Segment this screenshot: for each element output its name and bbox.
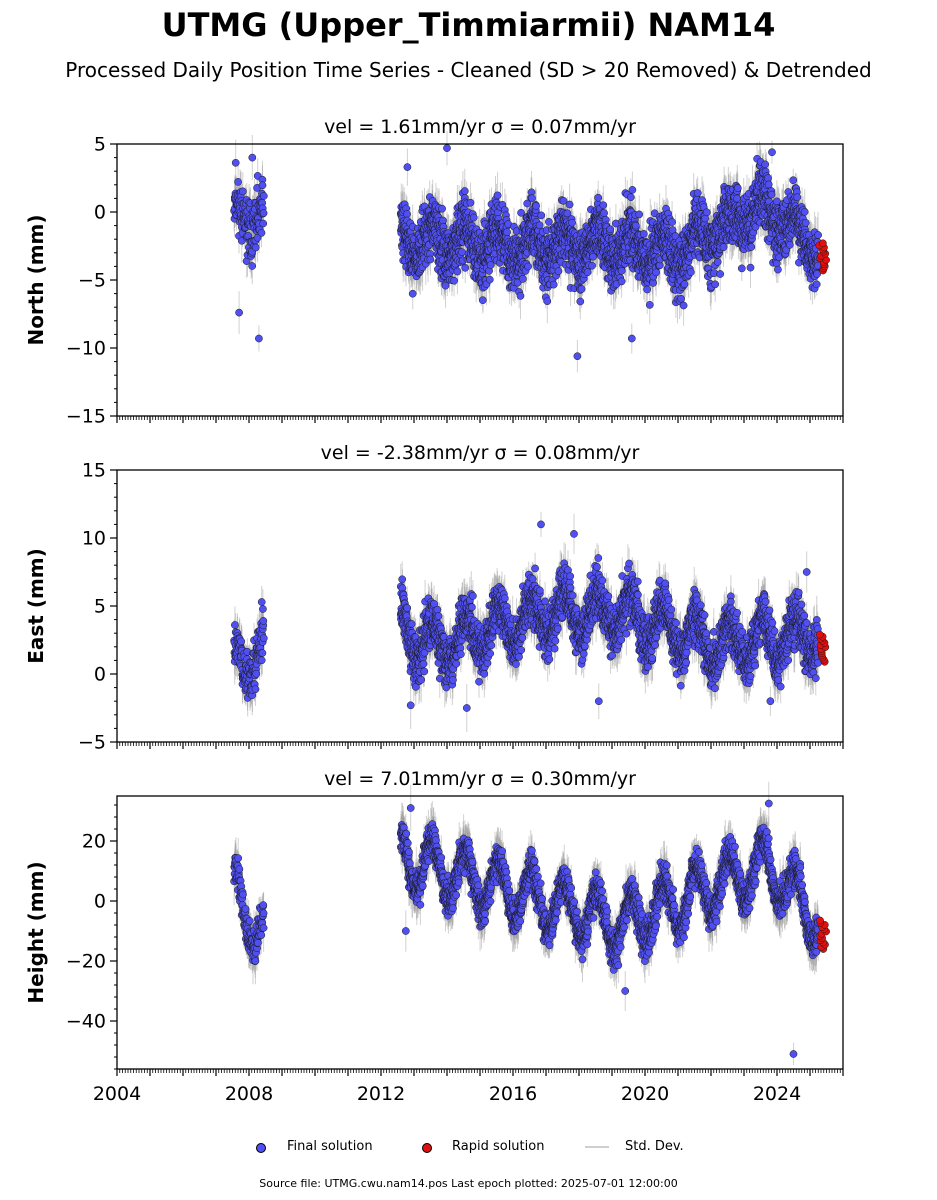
final-point	[569, 219, 576, 226]
final-point	[232, 159, 239, 166]
final-point	[252, 244, 259, 251]
final-point	[461, 188, 468, 195]
final-point	[409, 290, 416, 297]
final-point	[653, 269, 660, 276]
final-point	[454, 268, 461, 275]
final-point	[607, 226, 614, 233]
final-point	[627, 194, 634, 201]
final-point	[494, 192, 501, 199]
final-point	[618, 267, 625, 274]
final-point	[544, 298, 551, 305]
final-point	[487, 262, 494, 269]
final-point	[566, 201, 573, 208]
final-point	[636, 211, 643, 218]
final-point	[486, 276, 493, 283]
final-point	[577, 298, 584, 305]
final-point	[519, 275, 526, 282]
final-point	[517, 292, 524, 299]
final-point	[644, 286, 651, 293]
final-point	[640, 230, 647, 237]
final-point	[545, 218, 552, 225]
final-point	[451, 277, 458, 284]
final-point	[536, 222, 543, 229]
final-point	[584, 269, 591, 276]
final-point	[458, 249, 465, 256]
final-point	[470, 214, 477, 221]
final-point	[249, 262, 256, 269]
final-point	[403, 210, 410, 217]
final-point	[600, 202, 607, 209]
final-point	[239, 188, 246, 195]
final-point	[259, 182, 266, 189]
final-point	[550, 281, 557, 288]
final-point	[632, 222, 639, 229]
final-point	[467, 199, 474, 206]
final-point	[578, 285, 585, 292]
final-point	[555, 268, 562, 275]
final-point	[528, 195, 535, 202]
final-point	[618, 278, 625, 285]
final-point	[260, 220, 267, 227]
final-point	[646, 301, 653, 308]
final-point	[601, 210, 608, 217]
final-point	[260, 192, 267, 199]
final-point	[629, 186, 636, 193]
final-point	[595, 194, 602, 201]
final-point	[235, 178, 242, 185]
final-point	[503, 229, 510, 236]
final-point	[525, 263, 532, 270]
final-point	[479, 297, 486, 304]
final-point	[427, 256, 434, 263]
final-point	[258, 229, 265, 236]
final-point	[538, 212, 545, 219]
final-point	[462, 264, 469, 271]
final-point	[533, 202, 540, 209]
final-point	[260, 210, 267, 217]
final-point	[439, 205, 446, 212]
final-point	[589, 262, 596, 269]
